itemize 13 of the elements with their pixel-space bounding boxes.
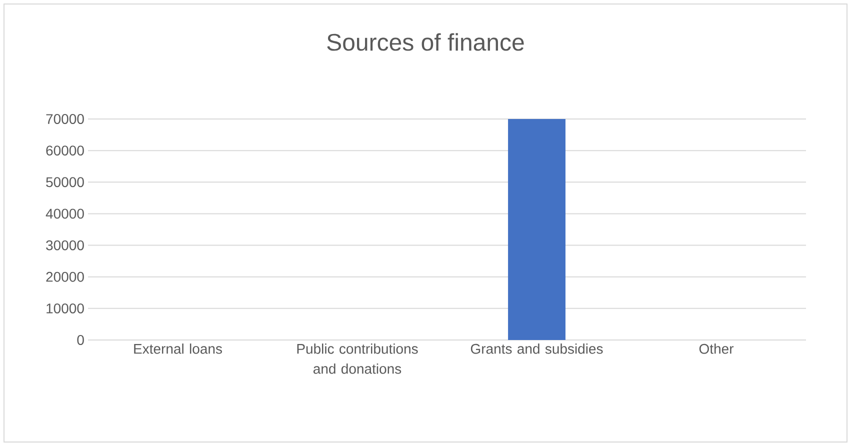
y-tick-label: 70000 xyxy=(46,114,84,124)
y-tick-label: 60000 xyxy=(46,146,84,156)
x-tick-label: External loans xyxy=(134,344,222,354)
y-tick-label: 0 xyxy=(77,335,84,346)
x-tick-label: Grants and subsidies xyxy=(470,344,603,354)
y-tick-label: 10000 xyxy=(46,304,84,314)
y-tick-label: 20000 xyxy=(46,272,84,282)
x-tick-label: Other xyxy=(699,344,734,354)
y-tick-label: 50000 xyxy=(46,177,84,188)
x-tick-label: Public contributions and donations xyxy=(297,344,418,374)
y-tick-label: 30000 xyxy=(46,240,84,250)
y-tick-label: 40000 xyxy=(46,209,84,219)
chart-title: Sources of finance xyxy=(327,33,524,52)
